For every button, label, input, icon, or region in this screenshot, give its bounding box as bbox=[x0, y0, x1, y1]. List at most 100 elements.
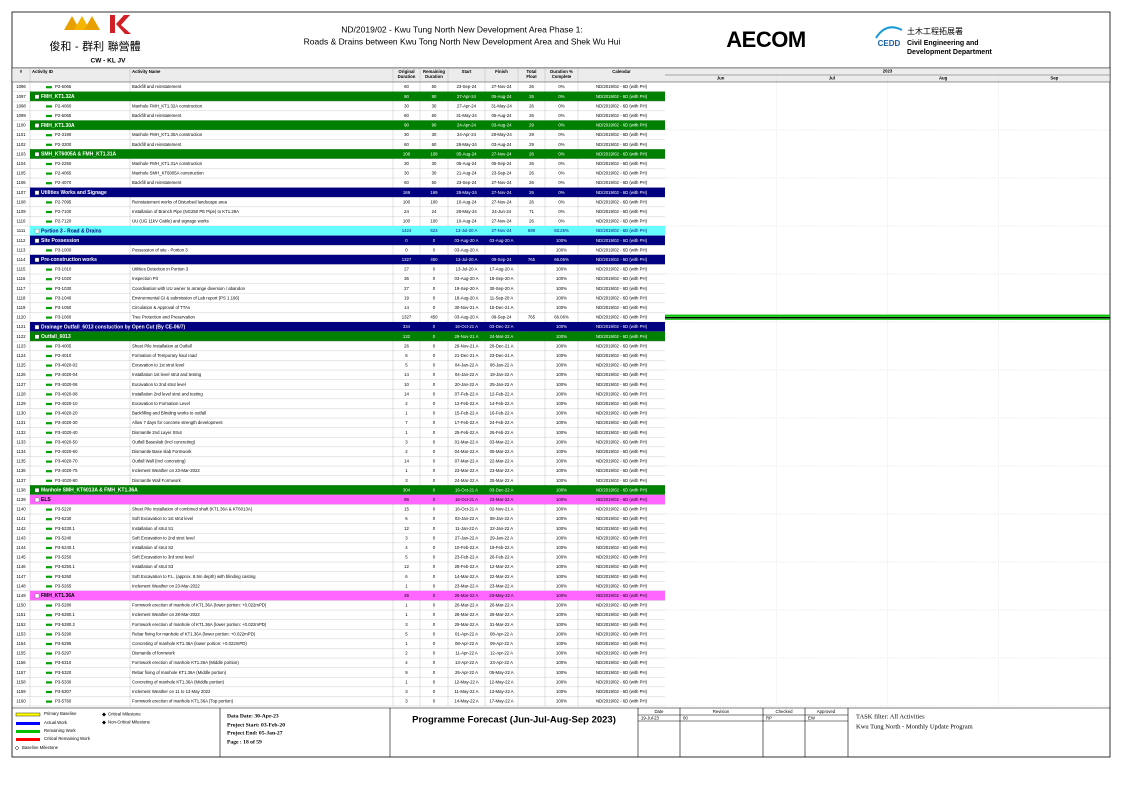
cell-value: 0 bbox=[433, 603, 436, 608]
column-header: Activity Name bbox=[132, 69, 161, 74]
cell-value: 1119 bbox=[17, 305, 27, 310]
cell-value: 24-Apr-24 bbox=[457, 132, 477, 137]
activity-icon bbox=[46, 201, 52, 204]
cell-value: ND/2019/02 - 6D (with PH) bbox=[596, 622, 648, 627]
cell-value: 0 bbox=[433, 324, 436, 329]
column-header: Remaining Duration bbox=[423, 69, 445, 79]
cell-value: 4 bbox=[405, 660, 408, 665]
cell-name: Soft Excavation to F.L. (approx. 8.5m de… bbox=[132, 574, 256, 579]
cell-value: 0 bbox=[433, 699, 436, 704]
cell-value: 100% bbox=[556, 631, 567, 636]
cell-value: 19 bbox=[404, 295, 409, 300]
revision-header: Checked bbox=[776, 709, 794, 714]
title-line-2: Roads & Drains between Kwu Tong North Ne… bbox=[304, 36, 621, 46]
cell-value: 01-Mar-22 A bbox=[455, 439, 479, 444]
cell-value: 08-Jan-22 A bbox=[490, 363, 513, 368]
activity-icon bbox=[46, 450, 52, 454]
activity-icon bbox=[46, 134, 52, 137]
cell-value: 26 bbox=[529, 151, 534, 156]
cell-value: 60 bbox=[404, 113, 409, 118]
cell-name: Soft Excavation to 3rd strut level bbox=[132, 555, 194, 560]
cell-value: ND/2019/02 - 6D (with PH) bbox=[596, 574, 648, 579]
cell-value: 30 bbox=[404, 171, 409, 176]
cell-value: 0% bbox=[558, 219, 564, 224]
cell-id: P3-1020 bbox=[55, 276, 72, 281]
cell-value: 1159 bbox=[16, 689, 26, 694]
activity-icon bbox=[46, 652, 52, 655]
wbs-band bbox=[30, 590, 665, 601]
cell-value: 100% bbox=[556, 247, 567, 252]
cell-value: 11-Jan-22 A bbox=[455, 526, 478, 531]
aecom-logo: AECOM bbox=[726, 27, 805, 52]
cell-name: Inclement Weather on 23-Mar-2022 bbox=[132, 583, 200, 588]
cell-value: ND/2019/02 - 6D (with PH) bbox=[596, 507, 648, 512]
cell-value: 0 bbox=[433, 631, 436, 636]
cell-value: 23-Sep-24 bbox=[491, 171, 512, 176]
activity-icon bbox=[46, 633, 52, 636]
cell-value: 1133 bbox=[16, 439, 26, 444]
cell-value: 100% bbox=[556, 286, 567, 291]
cell-value: 1131 bbox=[16, 420, 26, 425]
cell-value: 699 bbox=[528, 228, 536, 233]
cell-value: 0 bbox=[433, 583, 436, 588]
activity-icon bbox=[46, 470, 52, 473]
cell-value: 1102 bbox=[16, 142, 26, 147]
wbs-band bbox=[30, 485, 665, 495]
cell-value: ND/2019/02 - 6D (with PH) bbox=[596, 593, 648, 598]
cell-value: 29 bbox=[529, 132, 534, 137]
cell-value: 100% bbox=[556, 535, 567, 540]
cell-id: P3-4020-08 bbox=[55, 391, 78, 396]
cell-value: 100% bbox=[556, 343, 567, 348]
cell-value: 60 bbox=[432, 84, 437, 89]
cell-id: P3-5310 bbox=[55, 660, 72, 665]
cell-value: 27 bbox=[404, 267, 409, 272]
cell-id: Portion 3 - Road & Drains bbox=[41, 228, 102, 234]
cell-value: 66.06% bbox=[554, 257, 569, 262]
revision-cell: EW bbox=[808, 715, 816, 720]
cell-id: P3-1030 bbox=[55, 286, 72, 291]
cell-value: 0 bbox=[433, 334, 436, 339]
cell-value: 29 bbox=[529, 142, 534, 147]
cell-value: 100% bbox=[556, 689, 567, 694]
cell-value: 60 bbox=[432, 180, 437, 185]
cell-name: Dismantle 2nd Layer Strut bbox=[132, 430, 182, 435]
wbs-icon bbox=[34, 488, 40, 493]
cell-value: 0% bbox=[558, 171, 564, 176]
cell-value: 21-Aug-24 bbox=[456, 171, 477, 176]
cell-value: 16-Oct-21 A bbox=[455, 487, 478, 492]
cell-name: UU (UG 11kV Cable) and signage works bbox=[132, 219, 209, 224]
cell-value: 1104 bbox=[16, 161, 26, 166]
cell-value: 100% bbox=[556, 238, 567, 243]
cell-value: 0% bbox=[558, 94, 564, 99]
cell-id: P2-4060 bbox=[55, 103, 72, 108]
cell-value: 30 bbox=[432, 132, 437, 137]
cell-value: 1114 bbox=[17, 257, 27, 262]
cell-value: 13-Jul-20 A bbox=[456, 228, 478, 233]
cell-value: 31-May-24 bbox=[456, 113, 477, 118]
revision-cell: 00 bbox=[683, 715, 688, 720]
activity-icon bbox=[46, 220, 52, 223]
cell-value: 04-Mar-22 A bbox=[455, 449, 479, 454]
column-header: Start bbox=[462, 69, 472, 74]
cell-value: 1327 bbox=[402, 257, 412, 262]
cedd-abbrev: CEDD bbox=[878, 39, 901, 48]
cedd-logo bbox=[875, 26, 903, 39]
cell-value: 71 bbox=[529, 209, 534, 214]
cell-value: ND/2019/02 - 6D (with PH) bbox=[596, 430, 648, 435]
legend-label: Primary Baseline bbox=[44, 711, 77, 716]
cell-value: 100% bbox=[556, 411, 567, 416]
wbs-band bbox=[30, 331, 665, 342]
cell-name: Manhole FMH_KT1.32A construction bbox=[132, 103, 203, 108]
wbs-band bbox=[30, 494, 665, 505]
cell-value: 28-Mar-22 A bbox=[455, 612, 479, 617]
revision-header: Approved bbox=[817, 709, 836, 714]
activity-icon bbox=[46, 566, 52, 569]
cell-value: 23-Apr-22 A bbox=[490, 660, 513, 665]
cell-value: 3 bbox=[405, 478, 408, 483]
cell-id: P3-5265 bbox=[55, 583, 72, 588]
cell-value: 30-Nov-21 A bbox=[455, 305, 479, 310]
cell-value: 27-Nov-24 bbox=[491, 180, 512, 185]
cell-value: 12-May-22 A bbox=[489, 679, 513, 684]
cell-value: 03-Aug-20 A bbox=[455, 238, 479, 243]
cell-value: 100% bbox=[556, 593, 567, 598]
